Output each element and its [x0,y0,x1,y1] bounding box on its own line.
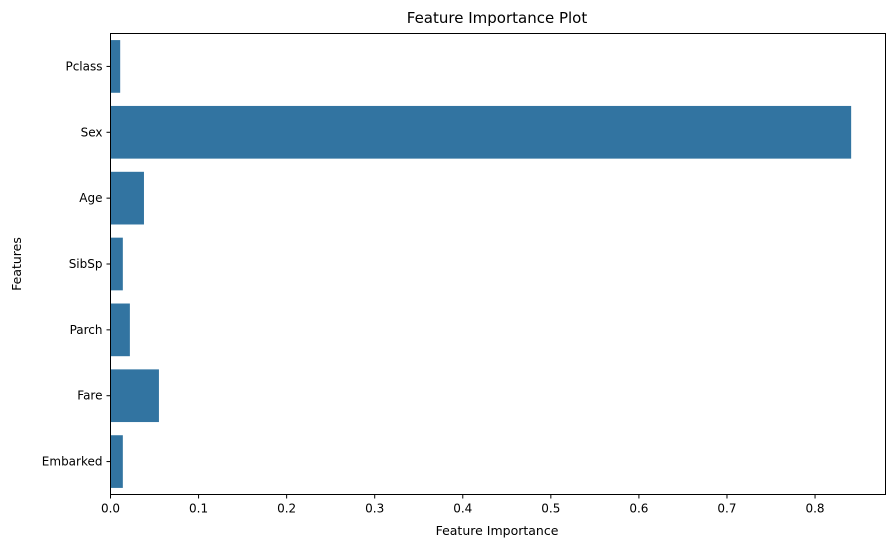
y-tick-label-age: Age [79,191,102,205]
x-tick-label-6: 0.6 [629,502,648,516]
y-tick-label-embarked: Embarked [42,455,103,469]
y-tick-label-pclass: Pclass [65,59,102,73]
plot-frame [110,33,886,495]
x-tick-label-1: 0.1 [189,502,208,516]
x-tick-label-7: 0.7 [717,502,736,516]
bar-fare [110,369,159,423]
bar-embarked [110,435,123,488]
y-tick-label-sex: Sex [81,125,103,139]
bar-sibsp [110,237,123,291]
y-axis-label: Features [9,237,24,291]
y-tick-label-parch: Parch [70,323,103,337]
y-axis-ticks: Pclass Sex Age SibSp Parch Fare Embarked [42,59,111,469]
x-tick-label-0: 0.0 [101,502,120,516]
x-tick-label-4: 0.4 [453,502,472,516]
y-tick-label-fare: Fare [77,389,102,403]
x-axis-label: Feature Importance [436,523,559,538]
x-tick-label-5: 0.5 [541,502,560,516]
y-tick-label-sibsp: SibSp [69,257,103,271]
x-tick-label-3: 0.3 [365,502,384,516]
bar-pclass [110,40,121,93]
chart-title: Feature Importance Plot [407,9,588,27]
bars-group [110,40,852,488]
bar-parch [110,303,130,357]
x-tick-label-8: 0.8 [805,502,824,516]
x-axis-ticks: 0.0 0.1 0.2 0.3 0.4 0.5 0.6 0.7 0.8 [101,494,825,516]
bar-sex [110,105,852,159]
bar-age [110,171,144,225]
x-tick-label-2: 0.2 [277,502,296,516]
